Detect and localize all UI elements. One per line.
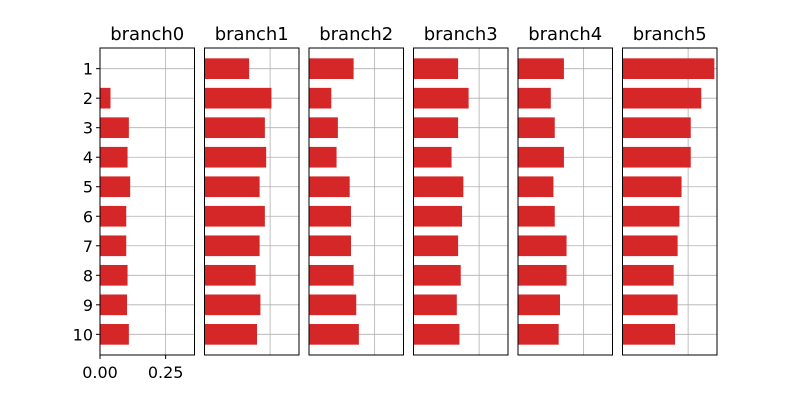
panel-branch0: branch0 1 2 3 4 5 6 7 8 9 10 0.00 0.25 (73, 24, 195, 382)
panel-frame (204, 47, 300, 356)
bar-branch1-10 (204, 324, 257, 345)
bar-branch3-8 (413, 264, 461, 286)
panel-frame (99, 47, 195, 356)
bar-branch3-3 (413, 117, 459, 139)
bar-branch0-6 (100, 205, 127, 227)
bar-branch0-4 (100, 146, 128, 168)
bar-branch2-6 (309, 205, 351, 227)
y-tick-label: 9 (83, 296, 93, 315)
bar-branch1-6 (204, 205, 265, 227)
panel-title: branch2 (319, 24, 393, 45)
y-tick-label: 3 (83, 119, 93, 138)
bar-branch2-7 (309, 235, 351, 257)
bar-branch3-4 (413, 146, 452, 168)
y-tick-label: 5 (83, 178, 93, 197)
y-tick-label: 10 (73, 325, 93, 344)
y-tick-label: 7 (83, 237, 93, 256)
bar-branch4-7 (518, 235, 567, 257)
bar-branch4-5 (518, 176, 554, 198)
panel-branch4: branch4 (517, 24, 613, 356)
x-tick-label: 0.25 (148, 363, 184, 382)
bar-branch4-8 (518, 264, 567, 286)
bar-branch0-5 (100, 176, 131, 198)
bar-branch3-2 (413, 87, 469, 109)
bar-branch2-10 (309, 324, 359, 345)
panel-title: branch0 (110, 24, 184, 45)
bar-branch5-6 (622, 205, 680, 227)
bar-branch5-8 (622, 264, 674, 286)
bar-branch5-2 (622, 87, 702, 109)
y-tick-label: 8 (83, 266, 93, 285)
bar-branch3-7 (413, 235, 459, 257)
bar-branch1-9 (204, 294, 261, 316)
bar-branch1-3 (204, 117, 265, 139)
bar-branch0-9 (100, 294, 128, 316)
panel-title: branch1 (215, 24, 289, 45)
bar-branch1-2 (204, 87, 272, 109)
panel-branch1: branch1 (204, 24, 300, 356)
bar-branch3-1 (413, 58, 459, 79)
panel-frame (308, 47, 404, 356)
bar-branch1-1 (204, 58, 250, 79)
y-tick-label: 6 (83, 207, 93, 226)
bar-branch3-6 (413, 205, 463, 227)
panel-title: branch5 (633, 24, 707, 45)
bar-branch0-7 (100, 235, 127, 257)
panel-title: branch4 (528, 24, 602, 45)
bar-branch0-8 (100, 264, 128, 286)
panel-frame (517, 47, 613, 356)
bar-branch2-5 (309, 176, 350, 198)
bar-branch1-8 (204, 264, 256, 286)
panel-title: branch3 (424, 24, 498, 45)
bar-branch5-4 (622, 146, 691, 168)
panel-branch3: branch3 (413, 24, 509, 356)
bar-branch5-5 (622, 176, 682, 198)
bar-branch2-8 (309, 264, 354, 286)
bar-branch5-1 (622, 58, 715, 79)
bar-branch0-2 (100, 87, 111, 109)
bar-branch5-9 (622, 294, 678, 316)
bar-branch2-4 (309, 146, 337, 168)
y-tick-label: 2 (83, 89, 93, 108)
y-tick-label: 4 (83, 148, 93, 167)
bar-branch5-7 (622, 235, 678, 257)
bar-branch3-5 (413, 176, 464, 198)
bar-branch2-9 (309, 294, 357, 316)
panel-branch2: branch2 (308, 24, 404, 356)
bar-branch1-4 (204, 146, 267, 168)
bar-branch4-4 (518, 146, 564, 168)
bar-branch2-1 (309, 58, 354, 79)
panel-frame (622, 47, 718, 356)
bar-branch1-5 (204, 176, 260, 198)
bar-branch0-3 (100, 117, 129, 139)
bar-branch3-10 (413, 324, 460, 345)
bar-branch5-3 (622, 117, 691, 139)
y-tick-label: 1 (83, 60, 93, 79)
bar-branch4-10 (518, 324, 559, 345)
bar-branch3-9 (413, 294, 457, 316)
bar-branch1-7 (204, 235, 260, 257)
panel-branch5: branch5 (622, 24, 718, 356)
x-tick-label: 0.00 (82, 363, 118, 382)
bar-branch5-10 (622, 324, 675, 345)
bar-branch2-2 (309, 87, 332, 109)
bar-branch4-9 (518, 294, 560, 316)
bar-branch4-2 (518, 87, 551, 109)
panel-frame (413, 47, 509, 356)
bar-branch4-6 (518, 205, 555, 227)
bar-branch4-1 (518, 58, 564, 79)
bar-branch2-3 (309, 117, 338, 139)
bar-branch4-3 (518, 117, 555, 139)
bar-branch0-10 (100, 324, 129, 345)
